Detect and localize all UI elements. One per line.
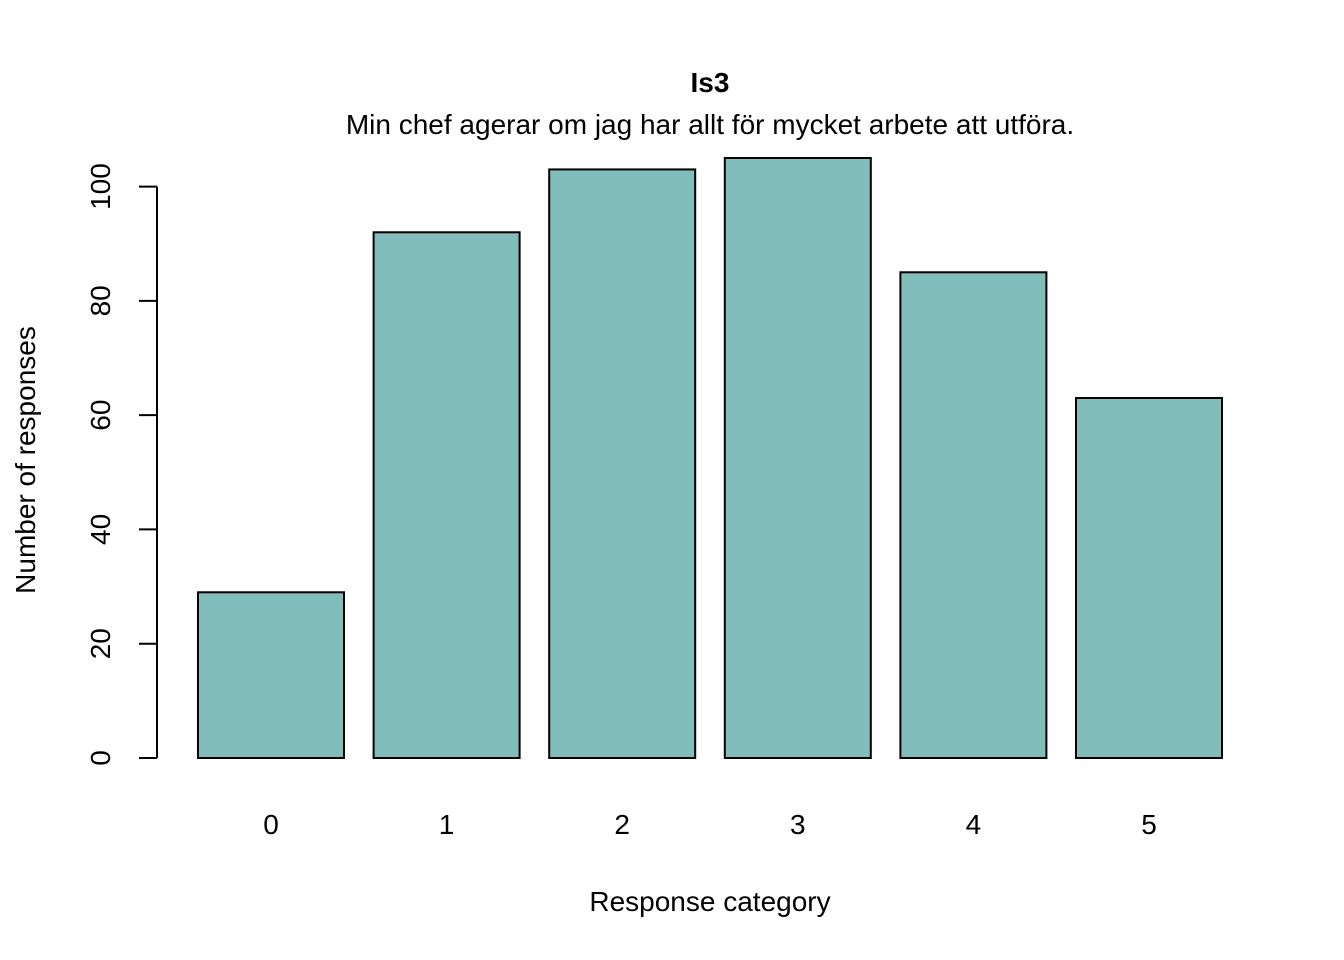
bar-1: [372, 231, 521, 760]
y-tick-label: 60: [85, 400, 116, 431]
x-tick-label: 5: [1141, 809, 1157, 840]
y-axis-label: Number of responses: [10, 326, 41, 594]
x-tick-label: 2: [614, 809, 630, 840]
y-tick-label: 100: [85, 163, 116, 210]
y-axis: 0 20 40 60 80 100: [85, 163, 158, 766]
bar-5: [1075, 397, 1223, 759]
bars-group: [197, 157, 1223, 760]
x-tick-label: 3: [790, 809, 806, 840]
bar-4: [899, 271, 1048, 759]
x-tick-label: 1: [439, 809, 455, 840]
bar-3: [723, 157, 872, 759]
bar-2: [548, 168, 697, 759]
x-tick-label: 4: [966, 809, 982, 840]
y-tick-label: 0: [85, 750, 116, 766]
chart-subtitle: Min chef agerar om jag har allt för myck…: [346, 109, 1074, 140]
x-tick-label: 0: [263, 809, 279, 840]
y-tick-label: 40: [85, 514, 116, 545]
y-tick-label: 20: [85, 628, 116, 659]
y-tick-label: 80: [85, 285, 116, 316]
x-tick-labels: 0 1 2 3 4 5: [263, 809, 1157, 840]
bar-0: [197, 591, 345, 759]
x-axis-label: Response category: [589, 886, 830, 917]
chart-title: Is3: [691, 67, 730, 98]
